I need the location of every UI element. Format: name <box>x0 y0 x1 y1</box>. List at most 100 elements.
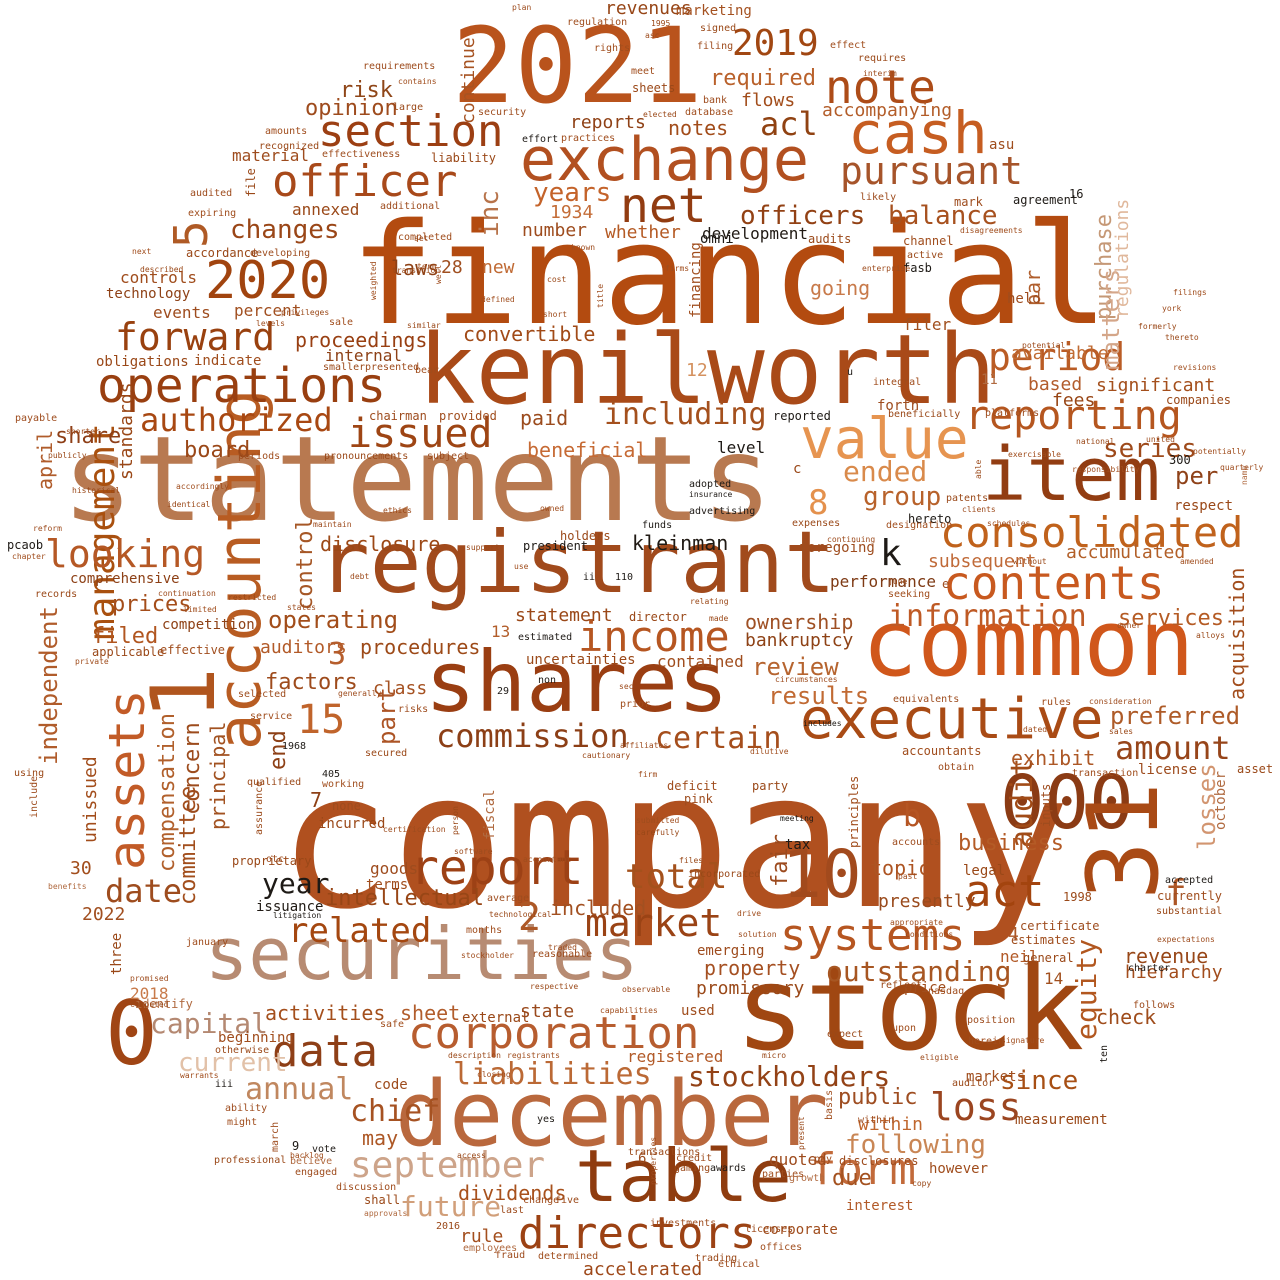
word-able: able <box>974 459 983 479</box>
word-level: level <box>717 438 766 457</box>
word-bear: bear <box>415 365 440 376</box>
word-historical: historical <box>72 486 121 495</box>
word-directors: directors <box>518 1208 757 1259</box>
word-corporate: corporate <box>762 1222 838 1238</box>
word-risk: risk <box>340 78 393 103</box>
word-inc: inc <box>475 190 505 237</box>
word-otherwise: otherwise <box>215 1045 270 1056</box>
word-practices: practices <box>561 133 616 144</box>
word-qualified: qualified <box>247 777 302 788</box>
word-advertising: advertising <box>689 506 756 517</box>
word-acquisition: acquisition <box>1225 567 1249 700</box>
word-accompanying: accompanying <box>822 100 953 121</box>
word-2016: 2016 <box>436 1221 461 1232</box>
word-board: board <box>184 438 251 463</box>
word-goods: goods <box>370 859 419 878</box>
word-held: held <box>1007 291 1041 307</box>
word-information: information <box>888 599 1087 634</box>
word-shall: shall <box>364 1193 401 1207</box>
word-consolidated: consolidated <box>940 508 1244 557</box>
word-comprehensive: comprehensive <box>70 571 180 587</box>
word-30: 30 <box>70 858 92 879</box>
word-systems: systems <box>780 910 966 961</box>
word-ethical: ethical <box>718 1259 761 1270</box>
word-common: common <box>862 590 1195 697</box>
word-months: months <box>466 925 503 936</box>
word-accepted: accepted <box>1165 875 1214 886</box>
word-28: 28 <box>441 257 463 278</box>
word-value: value <box>800 407 969 472</box>
word-related: related <box>288 911 432 951</box>
word-item: item <box>982 432 1161 518</box>
word-looking: looking <box>45 532 206 576</box>
word-transition: transition <box>392 266 441 275</box>
word-share: share <box>55 424 122 449</box>
word-development: development <box>702 224 808 243</box>
word-stock: stock <box>735 942 1085 1077</box>
word-might: might <box>227 1117 258 1128</box>
word-loss: loss <box>930 1085 1022 1129</box>
word-past: past <box>898 872 918 881</box>
word-beneficial: beneficial <box>527 438 648 462</box>
word-10: 10 <box>782 836 862 913</box>
word-15: 15 <box>297 697 346 743</box>
word-person: person <box>451 806 460 835</box>
word-used: used <box>681 1003 715 1019</box>
word-awards: awards <box>710 1163 747 1174</box>
word-filed: filed <box>92 624 159 649</box>
word-yes: yes <box>537 1114 556 1125</box>
word-applicable: applicable <box>92 645 165 659</box>
word-services: services <box>1118 606 1224 631</box>
word-party: party <box>752 779 789 793</box>
word-securities: securities <box>205 912 639 996</box>
word-2: 2 <box>518 895 541 939</box>
word-provided: provided <box>439 409 497 423</box>
word-sale: sale <box>329 317 354 328</box>
word-accelerated: accelerated <box>583 1259 703 1280</box>
word-identify: identify <box>135 997 193 1011</box>
word-standards: standards <box>116 382 137 480</box>
word-paid: paid <box>520 406 569 430</box>
word-certification: certification <box>383 825 446 834</box>
word-believe: believe <box>290 1156 333 1167</box>
word-signature: signature <box>1001 1036 1045 1045</box>
word-dated: dated <box>1023 725 1048 734</box>
word-independent: independent <box>35 606 63 765</box>
word-include: include <box>29 775 40 818</box>
word-external: external <box>462 1010 530 1026</box>
word-quoted: quoted <box>769 1150 827 1169</box>
word-cautionary: cautionary <box>582 751 631 760</box>
word-last: last <box>500 1205 525 1216</box>
word-price: price <box>904 980 947 996</box>
word-accumulated: accumulated <box>1066 542 1186 563</box>
word-outstanding: outstanding <box>826 955 1012 988</box>
word-properties: properties <box>649 1136 658 1185</box>
word-adopted: adopted <box>689 479 732 490</box>
word-fraud: fraud <box>495 1250 526 1261</box>
word-contents: contents <box>943 556 1165 610</box>
word-present: present <box>797 1116 806 1150</box>
word-solution: solution <box>738 930 777 939</box>
word-ten: ten <box>1099 1044 1110 1063</box>
word-net: net <box>620 178 707 234</box>
word-filer: filer <box>903 315 952 334</box>
word-effect: effect <box>830 40 867 51</box>
word-opinion: opinion <box>305 96 398 121</box>
word-fees: fees <box>1052 390 1096 411</box>
word-debt: debt <box>350 572 370 581</box>
word-ii: ii <box>583 572 596 583</box>
word-issuance: issuance <box>256 899 324 915</box>
word-uncertainties: uncertainties <box>526 652 636 668</box>
word-currently: currently <box>1157 889 1223 903</box>
word-legal: legal <box>963 863 1006 879</box>
word-8: 8 <box>808 483 829 523</box>
word-made: made <box>709 614 729 623</box>
word-series: series <box>1103 434 1197 464</box>
word-technological: technological <box>489 910 552 919</box>
word-respect: respect <box>1174 498 1234 514</box>
word-described: described <box>140 265 184 274</box>
word-enterprise: enterprise <box>862 264 911 273</box>
word-reflect: reflect <box>880 980 923 991</box>
word-additional: additional <box>380 201 441 212</box>
word-unissued: unissued <box>80 756 101 843</box>
